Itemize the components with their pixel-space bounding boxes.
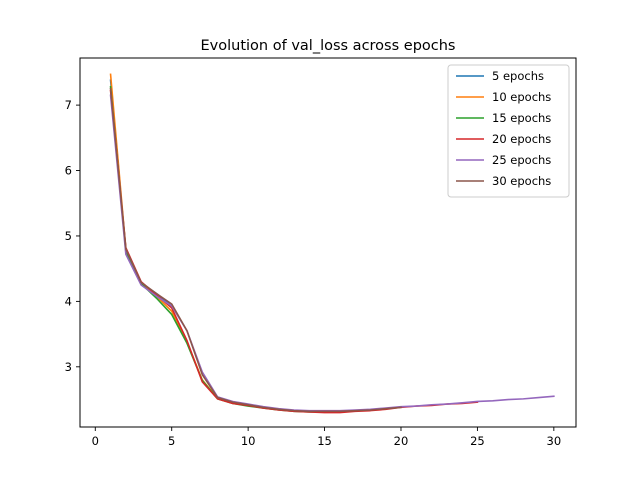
x-tick-label: 5 — [168, 434, 175, 448]
chart-title: Evolution of val_loss across epochs — [201, 38, 456, 54]
legend-label: 15 epochs — [492, 111, 551, 125]
y-axis: 3 4 5 6 7 — [65, 98, 80, 374]
y-tick-label: 7 — [65, 98, 72, 112]
legend: 5 epochs 10 epochs 15 epochs 20 epochs 25 ep… — [447, 64, 570, 198]
series-line-4 — [109, 89, 479, 414]
series-line-2 — [109, 73, 250, 406]
y-tick-label: 3 — [65, 360, 72, 374]
legend-label: 30 epochs — [492, 174, 551, 188]
x-axis: 0 5 10 15 20 25 30 — [92, 427, 562, 448]
legend-label: 5 epochs — [492, 69, 544, 83]
x-tick-label: 20 — [394, 434, 409, 448]
x-tick-label: 0 — [92, 434, 99, 448]
legend-label: 25 epochs — [492, 153, 551, 167]
x-tick-label: 10 — [241, 434, 256, 448]
series-line-6 — [109, 87, 402, 413]
legend-label: 10 epochs — [492, 90, 551, 104]
plot-frame — [79, 57, 577, 428]
y-tick-label: 6 — [65, 164, 72, 178]
x-tick-label: 30 — [547, 434, 562, 448]
series-layer — [109, 73, 555, 414]
x-tick-label: 15 — [317, 434, 332, 448]
y-tick-label: 4 — [65, 294, 72, 308]
legend-label: 20 epochs — [492, 132, 551, 146]
y-tick-label: 5 — [65, 229, 72, 243]
series-line-3 — [109, 85, 326, 413]
legend-box — [447, 64, 570, 198]
x-tick-label: 25 — [470, 434, 485, 448]
